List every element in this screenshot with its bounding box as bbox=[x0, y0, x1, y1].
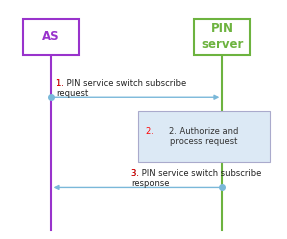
Text: request: request bbox=[56, 89, 89, 98]
Text: response: response bbox=[131, 179, 169, 188]
FancyBboxPatch shape bbox=[194, 19, 250, 55]
Text: 3. PIN service switch subscribe: 3. PIN service switch subscribe bbox=[131, 169, 261, 178]
Text: process request: process request bbox=[170, 137, 238, 146]
FancyBboxPatch shape bbox=[138, 111, 270, 162]
Text: 3.: 3. bbox=[131, 169, 141, 178]
Text: 1.: 1. bbox=[56, 79, 67, 88]
Text: 2.: 2. bbox=[146, 127, 157, 136]
Text: 1. PIN service switch subscribe: 1. PIN service switch subscribe bbox=[56, 79, 187, 88]
Text: PIN
server: PIN server bbox=[201, 22, 243, 51]
FancyBboxPatch shape bbox=[23, 19, 79, 55]
Text: AS: AS bbox=[42, 30, 59, 43]
Text: 2. Authorize and: 2. Authorize and bbox=[169, 127, 239, 136]
